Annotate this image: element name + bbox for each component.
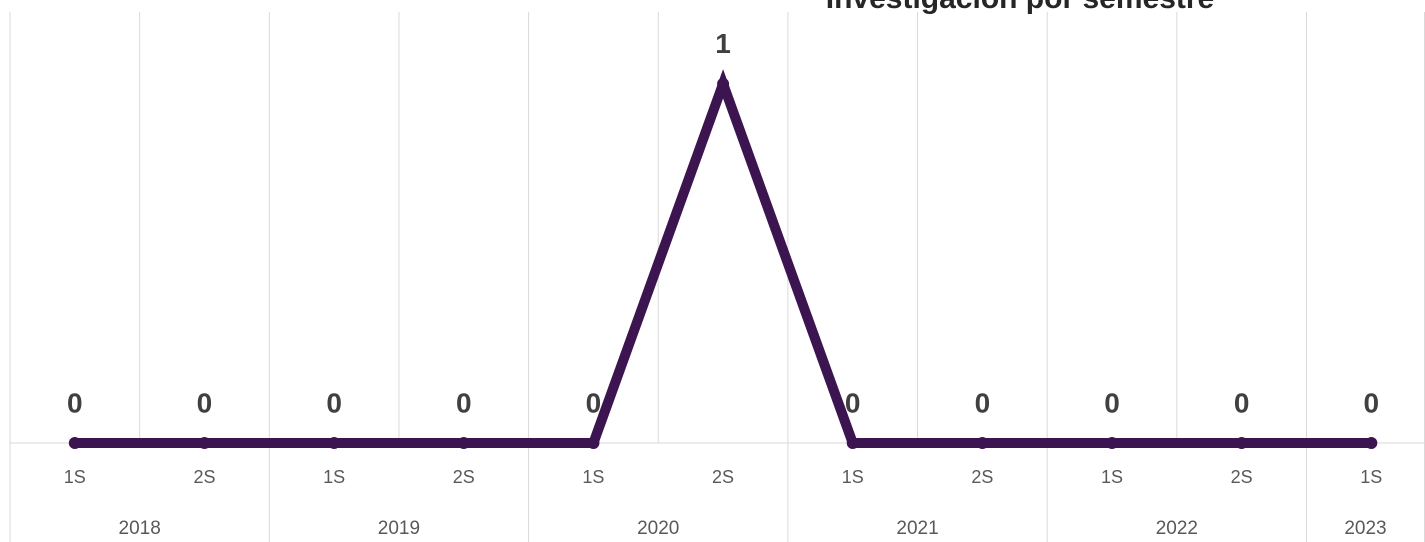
data-label: 0 — [1104, 387, 1120, 418]
marker — [457, 437, 470, 449]
chart-title: Investigación por semestre — [826, 0, 1214, 15]
x-tick-label: 2S — [1231, 467, 1253, 487]
group-label: 2022 — [1156, 518, 1198, 539]
x-tick-label: 1S — [323, 467, 345, 487]
marker — [1235, 437, 1248, 449]
data-label: 0 — [845, 387, 861, 418]
data-label: 0 — [975, 387, 991, 418]
data-label: 0 — [456, 387, 472, 418]
marker — [846, 437, 859, 449]
data-label: 0 — [197, 387, 213, 418]
data-label: 0 — [1234, 387, 1250, 418]
x-tick-label: 1S — [842, 467, 864, 487]
marker — [328, 437, 341, 449]
x-tick-label: 2S — [453, 467, 475, 487]
marker — [717, 77, 730, 90]
x-tick-label: 1S — [64, 467, 86, 487]
marker — [976, 437, 989, 449]
group-label: 2019 — [378, 518, 420, 539]
data-label: 0 — [1364, 387, 1380, 418]
x-tick-label: 1S — [1101, 467, 1123, 487]
x-tick-label: 2S — [712, 467, 734, 487]
marker — [68, 437, 81, 449]
x-tick-label: 2S — [193, 467, 215, 487]
x-tick-label: 1S — [1360, 467, 1382, 487]
group-label: 2021 — [896, 518, 938, 539]
marker — [1106, 437, 1119, 449]
marker — [587, 437, 600, 449]
marker — [198, 437, 211, 449]
group-label: 2020 — [637, 518, 679, 539]
x-tick-label: 1S — [582, 467, 604, 487]
marker — [1365, 437, 1378, 449]
data-label: 0 — [326, 387, 342, 418]
group-label: 2018 — [119, 518, 161, 539]
x-tick-label: 2S — [971, 467, 993, 487]
data-label: 0 — [586, 387, 602, 418]
data-label: 0 — [67, 387, 83, 418]
data-label: 1 — [715, 28, 731, 59]
group-label: 2023 — [1344, 518, 1386, 539]
